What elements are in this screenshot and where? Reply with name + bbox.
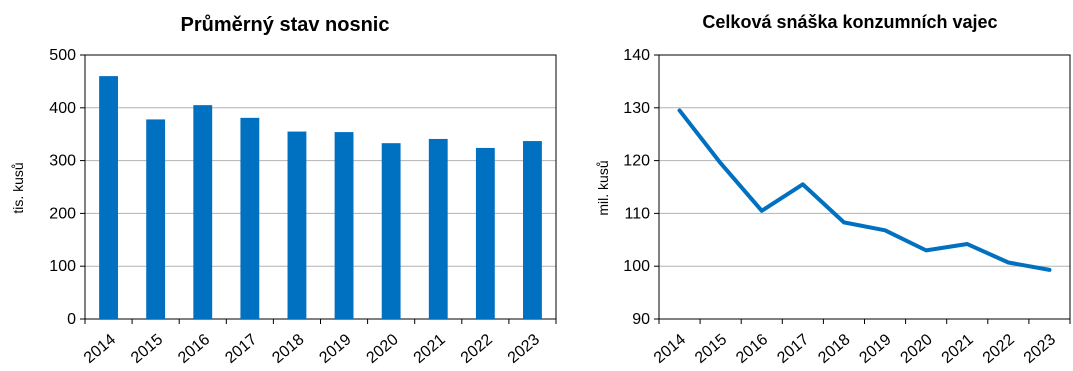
x-tick-label: 2016 — [733, 331, 771, 367]
x-tick-label: 2020 — [364, 331, 402, 367]
x-tick-label: 2016 — [175, 331, 213, 367]
line-chart: Celková snáška konzumních vajec mil. kus… — [595, 12, 1071, 367]
y-axis-label: mil. kusů — [595, 160, 611, 215]
bar — [475, 147, 495, 319]
x-tick-label: 2014 — [81, 331, 119, 367]
bar — [193, 105, 213, 319]
x-tick-label: 2018 — [269, 331, 307, 367]
y-tick-label: 100 — [623, 258, 650, 275]
y-tick-label: 140 — [623, 47, 650, 64]
x-tick-label: 2021 — [411, 331, 449, 367]
y-tick-label: 200 — [49, 205, 76, 222]
y-tick-label: 0 — [67, 311, 76, 328]
x-tick-label: 2020 — [898, 331, 936, 367]
x-tick-label: 2017 — [222, 331, 260, 367]
x-tick-label: 2023 — [505, 331, 543, 367]
y-tick-label: 400 — [49, 100, 76, 117]
y-tick-label: 110 — [624, 205, 650, 222]
bar — [99, 76, 118, 320]
line-chart-panel: Celková snáška konzumních vajec mil. kus… — [570, 0, 1073, 371]
x-tick-label: 2018 — [815, 331, 853, 367]
bar — [287, 131, 307, 319]
plot-area-border — [658, 54, 1071, 320]
x-tick-label: 2023 — [1021, 331, 1059, 367]
x-tick-label: 2019 — [856, 331, 894, 367]
bar — [523, 141, 542, 319]
bar — [428, 138, 448, 319]
y-tick-label: 90 — [632, 311, 650, 328]
x-tick-label: 2019 — [316, 331, 354, 367]
bar — [146, 119, 166, 319]
y-axis-label: tis. kusů — [10, 162, 26, 213]
y-tick-label: 100 — [49, 258, 76, 275]
x-tick-label: 2021 — [939, 331, 977, 367]
chart-title: Průměrný stav nosnic — [181, 14, 390, 36]
x-tick-label: 2017 — [774, 331, 812, 367]
series-line — [677, 108, 1052, 272]
y-tick-label: 300 — [49, 153, 76, 170]
x-tick-label: 2015 — [692, 331, 730, 367]
bar — [240, 117, 260, 319]
y-tick-label: 130 — [623, 100, 650, 117]
bar — [381, 143, 401, 319]
x-tick-label: 2022 — [458, 331, 496, 367]
bar-chart-panel: Průměrný stav nosnic tis. kusů 0 100 200 30… — [10, 14, 557, 367]
y-tick-label: 500 — [49, 47, 76, 64]
y-tick-label: 120 — [623, 153, 650, 170]
bar — [334, 132, 354, 319]
x-tick-label: 2022 — [980, 331, 1018, 367]
bar-chart: Průměrný stav nosnic tis. kusů 0 100 200 30… — [10, 14, 557, 367]
x-tick-label: 2014 — [651, 331, 689, 367]
x-tick-label: 2015 — [128, 331, 166, 367]
chart-title: Celková snáška konzumních vajec — [702, 12, 997, 32]
